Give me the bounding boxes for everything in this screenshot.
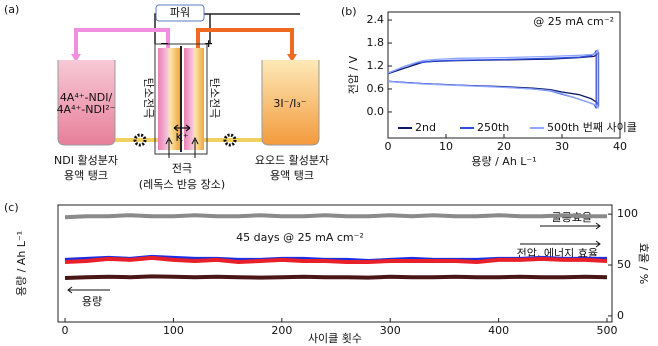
power-box [155,4,205,22]
caption: (레독스 반응 장소) [139,178,225,191]
data-line [387,50,597,109]
panel-label: (a) [4,3,19,16]
legend-label: 500th 번째 사이클 [547,121,637,134]
x-axis-label: 사이클 횟수 [308,332,362,345]
x-tick-label: 100 [163,324,184,337]
electrode-label: 탄소전극 [142,78,155,118]
y-tick-label: 2.4 [367,13,385,26]
y2-axis-label: 효율 / % [637,243,650,284]
pump [223,133,237,147]
ion-arrow [173,124,191,132]
x-tick-label: 20 [497,140,511,153]
data-line [387,49,599,109]
electrode-label: 탄소전극 [208,78,221,118]
x-axis-label: 용량 / Ah L⁻¹ [471,155,536,168]
x-tick-label: 500 [597,324,618,337]
x-tick-label: 10 [439,140,453,153]
annotation-arrow [540,222,601,230]
ion-label: K⁺ [175,131,188,144]
annotation: @ 25 mA cm⁻² [533,15,614,28]
y2-tick-label: 50 [617,258,631,271]
cell [154,43,208,155]
tank-text: 3I⁻/I₃⁻ [273,97,306,110]
y-tick-label: 1.8 [367,36,385,49]
x-tick-label: 30 [555,140,569,153]
plot-frame [57,204,613,323]
caption: 전극 [172,162,192,175]
x-tick-label: 0 [62,324,69,337]
arrow [71,54,81,62]
y-axis-label: 전압 / V [347,55,360,94]
caption: 요오드 활성분자 [255,153,329,167]
x-tick-label: 300 [380,324,401,337]
legend-label: 2nd [415,121,436,134]
power-label: 파워 [170,6,190,19]
charts: (b) 0 10 20 30 40 0.0 0.6 1.2 1.8 2.4 용량 / Ah L⁻¹ 전압… [4,5,650,345]
tank-text: 4A⁴⁺-NDI²⁻ [57,103,116,116]
x-tick-label: 40 [613,140,627,153]
diagram: (a) 파워 − + 탄소전극 탄소전극 K⁺ 4A⁴⁺-NDI/ 4A⁴⁺-N… [4,3,329,191]
x-tick-label: 200 [271,324,292,337]
electrode [184,48,204,150]
arrow [287,54,297,62]
plot-frame [387,11,621,139]
caption: 용액 탱크 [64,169,108,182]
annotation: 용량 [82,295,102,308]
panel-label: (b) [341,5,357,18]
panel-label: (c) [4,201,19,214]
tank-text: 4A⁴⁺-NDI/ [60,91,113,104]
pipe [196,28,294,58]
plus: + [204,37,213,50]
y-tick-label: 0.6 [367,82,385,95]
y2-tick-label: 100 [617,207,638,220]
electrode [158,48,180,150]
pointer [165,136,199,158]
y-tick-label: 0.0 [367,105,385,118]
x-tick-label: 0 [385,140,392,153]
caption: 용액 탱크 [270,169,314,182]
pipe [74,28,170,58]
legend-label: 250th [477,121,509,134]
data-line [387,51,600,107]
data-line [64,274,608,280]
y2-tick-label: 0 [617,309,624,322]
y-tick-label: 1.2 [367,59,385,72]
minus: − [160,37,169,50]
data-line [64,255,608,264]
annotation-arrow [67,286,110,294]
pump [133,133,147,147]
caption: NDI 활성분자 [54,153,118,167]
tank [261,60,320,146]
data-line [64,213,607,220]
annotation: 45 days @ 25 mA cm⁻² [236,231,364,244]
y-axis-label: 용량 / Ah L⁻¹ [15,231,28,296]
annotation-arrow [520,240,601,248]
tank [57,60,116,146]
x-tick-label: 400 [488,324,509,337]
